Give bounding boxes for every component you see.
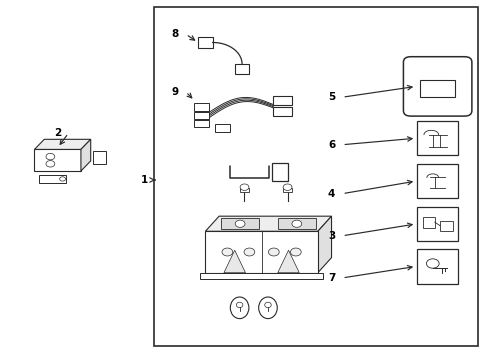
Circle shape [46, 161, 55, 167]
Circle shape [235, 220, 244, 228]
Bar [221, 218, 259, 229]
FancyBboxPatch shape [403, 57, 471, 116]
Bar [240, 188, 248, 192]
Circle shape [222, 248, 232, 256]
Text: 6: 6 [327, 140, 334, 150]
Bar [198, 37, 212, 48]
Circle shape [291, 220, 301, 228]
Polygon shape [205, 231, 317, 273]
Polygon shape [81, 139, 90, 171]
Bar [273, 107, 291, 116]
Ellipse shape [230, 297, 248, 319]
Circle shape [426, 259, 438, 268]
Text: 5: 5 [327, 92, 334, 102]
Bar [194, 112, 208, 119]
Bar [154, 7, 477, 346]
Text: 3: 3 [327, 231, 334, 241]
Bar [416, 121, 458, 156]
Bar [194, 120, 208, 127]
Polygon shape [277, 250, 299, 273]
Bar [194, 103, 208, 111]
Text: 8: 8 [171, 29, 178, 39]
Text: 2: 2 [54, 128, 61, 138]
Bar [422, 217, 434, 228]
Circle shape [290, 248, 301, 256]
Bar [277, 218, 315, 229]
Bar [235, 64, 248, 74]
Ellipse shape [258, 297, 277, 319]
Bar [271, 163, 287, 181]
Polygon shape [200, 273, 322, 279]
Bar [39, 175, 66, 183]
Bar [93, 151, 105, 163]
Polygon shape [224, 250, 245, 273]
Text: 7: 7 [327, 273, 335, 283]
Bar [440, 221, 452, 231]
Bar [214, 124, 230, 132]
Circle shape [60, 177, 65, 181]
Bar [419, 80, 454, 97]
Bar [416, 207, 458, 241]
Bar [273, 96, 291, 105]
Circle shape [240, 184, 248, 190]
Ellipse shape [236, 302, 243, 307]
Text: 4: 4 [327, 189, 335, 199]
Polygon shape [205, 216, 331, 231]
Circle shape [283, 184, 291, 190]
Polygon shape [34, 149, 81, 171]
Text: 1: 1 [141, 175, 147, 185]
Bar [416, 249, 458, 284]
Circle shape [46, 153, 55, 160]
Bar [416, 164, 458, 198]
Text: 9: 9 [171, 87, 178, 97]
Circle shape [268, 248, 279, 256]
Ellipse shape [264, 302, 271, 307]
Circle shape [244, 248, 254, 256]
Bar [283, 188, 291, 192]
Polygon shape [34, 139, 90, 149]
Polygon shape [317, 216, 331, 273]
